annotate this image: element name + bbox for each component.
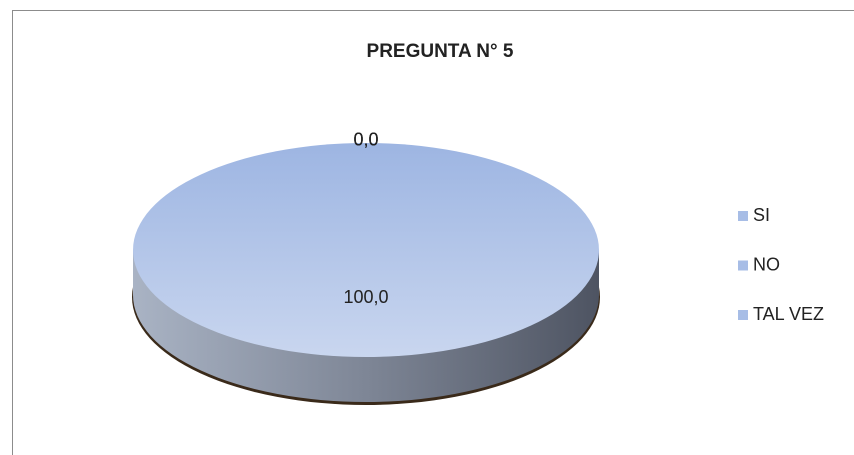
legend-label: NO xyxy=(753,254,780,274)
legend-label: TAL VEZ xyxy=(753,304,824,324)
data-label: 0,0 xyxy=(353,130,378,150)
legend-swatch xyxy=(738,211,748,221)
legend-label: SI xyxy=(753,205,770,225)
data-label: 0,0 xyxy=(353,130,378,150)
data-label: 100,0 xyxy=(343,287,388,307)
legend-swatch xyxy=(738,310,748,320)
chart-title: PREGUNTA N° 5 xyxy=(367,41,514,62)
pie-slice xyxy=(133,143,599,357)
legend-swatch xyxy=(738,260,748,271)
